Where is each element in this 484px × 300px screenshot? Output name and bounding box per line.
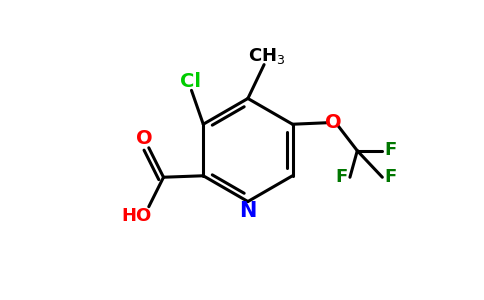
Text: F: F <box>335 168 348 186</box>
Text: O: O <box>136 129 152 148</box>
Text: F: F <box>384 141 397 159</box>
Text: N: N <box>239 201 257 221</box>
Text: HO: HO <box>121 207 151 225</box>
Text: CH$_3$: CH$_3$ <box>248 46 286 66</box>
Text: Cl: Cl <box>180 72 200 91</box>
Text: O: O <box>325 113 341 132</box>
Text: F: F <box>384 168 397 186</box>
